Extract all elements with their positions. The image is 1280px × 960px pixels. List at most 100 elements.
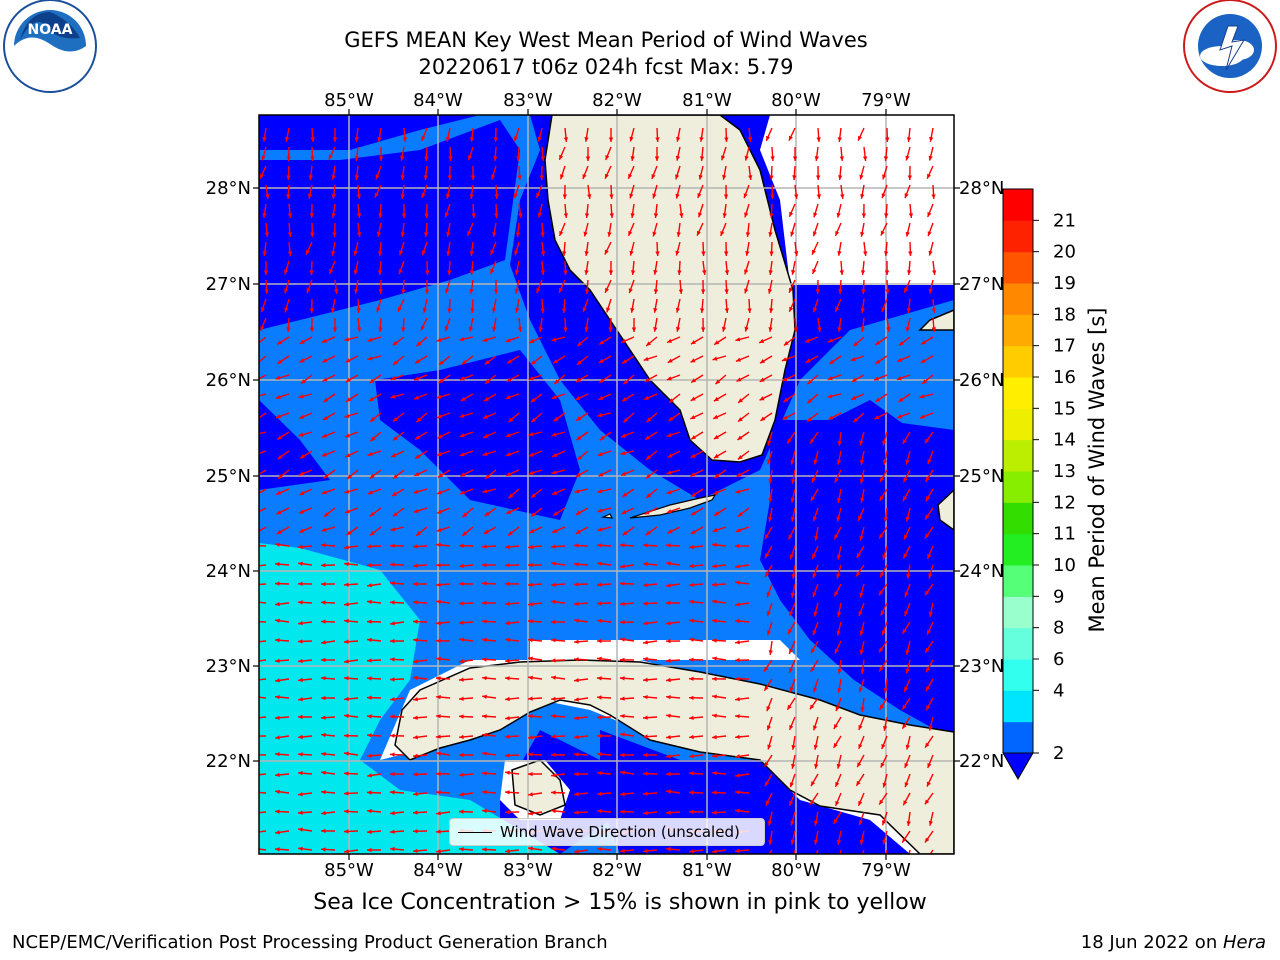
wind-wave-arrowhead (928, 250, 933, 256)
wind-wave-arrowhead (689, 809, 694, 814)
wind-wave-arrowhead (597, 489, 603, 494)
wind-wave-arrowhead (436, 694, 441, 700)
wind-wave-arrowhead (907, 175, 912, 180)
wind-wave-arrowhead (321, 695, 326, 701)
wind-wave-arrowhead (413, 772, 418, 777)
colorbar-segment (1003, 314, 1033, 347)
wind-wave-arrowhead (551, 790, 556, 795)
wind-wave-arrowhead (574, 489, 580, 494)
wind-wave-arrowhead (715, 379, 721, 385)
wind-wave-arrowhead (620, 564, 625, 569)
wind-wave-arrowhead (925, 837, 930, 843)
wind-wave-arrowhead (367, 563, 372, 568)
wind-wave-arrowhead (413, 735, 418, 740)
wind-wave-arrowhead (375, 174, 380, 180)
wind-wave-arrowhead (574, 791, 579, 797)
wind-wave-arrowhead (812, 630, 817, 636)
wind-wave-arrowhead (482, 714, 487, 719)
wind-wave-arrowhead (875, 397, 881, 402)
wind-wave-arrowhead (322, 338, 327, 343)
wind-wave-arrowhead (789, 667, 794, 673)
wind-wave-arrowhead (735, 697, 740, 702)
wind-wave-arrow (259, 355, 267, 363)
wind-wave-arrowhead (860, 707, 865, 712)
wind-wave-arrowhead (712, 582, 717, 587)
wind-wave-arrowhead (492, 326, 497, 332)
wind-wave-arrowhead (881, 193, 886, 199)
wind-wave-arrowhead (837, 327, 842, 332)
wind-wave-arrowhead (492, 307, 497, 313)
wind-wave-arrowhead (702, 270, 707, 275)
wind-wave-arrowhead (884, 213, 889, 218)
wind-wave-arrowhead (850, 357, 856, 362)
wind-wave-arrowhead (506, 509, 512, 514)
wind-wave-arrowhead (298, 658, 303, 664)
wind-wave-arrowhead (827, 376, 833, 381)
wind-wave-arrowhead (597, 676, 602, 681)
wind-wave-arrowhead (690, 358, 696, 363)
lon-label: 85°W (324, 860, 374, 881)
wind-wave-arrowhead (667, 529, 673, 534)
wind-wave-arrowhead (597, 752, 602, 757)
wind-wave-arrow (793, 849, 796, 854)
wind-wave-arrowhead (334, 289, 339, 294)
wind-wave-arrowhead (598, 358, 604, 363)
wind-wave-arrowhead (791, 763, 796, 769)
wind-wave-arrowhead (789, 687, 794, 693)
wind-wave-arrowhead (781, 357, 787, 362)
lon-label: 84°W (413, 860, 463, 881)
wind-wave-arrowhead (331, 194, 336, 199)
wind-wave-arrowhead (714, 473, 720, 478)
wind-wave-arrowhead (860, 669, 865, 674)
wind-wave-arrowhead (790, 839, 795, 845)
wind-wave-arrowhead (390, 771, 395, 777)
wind-wave-arrowhead (551, 470, 557, 475)
wind-wave-arrowhead (584, 327, 589, 332)
wind-wave-arrowhead (413, 829, 418, 834)
lon-label: 83°W (503, 860, 553, 881)
wind-wave-arrowhead (837, 611, 842, 617)
wind-wave-arrowhead (321, 657, 326, 663)
wind-wave-arrowhead (482, 676, 487, 681)
wind-wave-arrowhead (643, 677, 648, 682)
wind-wave-arrowhead (764, 761, 769, 767)
colorbar-segment (1003, 533, 1033, 566)
lon-label: 81°W (682, 860, 732, 881)
wind-wave-arrowhead (377, 137, 382, 142)
wind-wave-arrowhead (344, 791, 349, 796)
wind-wave-arrowhead (459, 772, 464, 777)
wind-wave-arrowhead (924, 590, 930, 596)
wind-wave-arrowhead (538, 327, 543, 332)
wind-wave-arrowhead (767, 820, 772, 826)
wind-wave-arrowhead (286, 194, 291, 199)
wind-wave-arrowhead (505, 563, 510, 568)
wind-wave-arrowhead (436, 811, 441, 816)
wind-wave-arrowhead (367, 490, 373, 495)
wind-wave-arrowhead (367, 733, 372, 738)
wind-wave-arrowhead (275, 618, 280, 623)
wind-wave-arrowhead (528, 752, 533, 757)
wind-wave-arrowhead (582, 307, 587, 313)
wind-wave-arrowhead (505, 637, 510, 643)
wind-wave-arrowhead (321, 828, 326, 834)
wind-wave-arrowhead (904, 287, 909, 293)
wind-wave-arrowhead (853, 417, 859, 423)
wind-wave-arrowhead (551, 734, 556, 739)
wind-wave-arrowhead (812, 553, 817, 559)
wind-wave-arrowhead (459, 581, 464, 587)
wind-wave-arrowhead (530, 397, 536, 403)
wind-wave-arrowhead (701, 251, 706, 256)
wind-wave-arrowhead (367, 714, 372, 719)
wind-wave-arrowhead (675, 155, 681, 161)
wind-wave-arrowhead (905, 516, 910, 522)
wind-wave-arrowhead (482, 637, 487, 643)
wind-wave-arrowhead (508, 493, 514, 499)
wind-wave-arrowhead (925, 514, 930, 520)
wind-wave-arrowhead (862, 156, 868, 161)
wind-wave-arrowhead (517, 327, 523, 332)
wind-wave-arrowhead (666, 376, 672, 381)
lat-label: 27°N (206, 274, 251, 295)
wind-wave-arrowhead (574, 678, 579, 683)
wind-wave-arrowhead (392, 512, 398, 517)
wind-wave-arrowhead (528, 432, 534, 437)
